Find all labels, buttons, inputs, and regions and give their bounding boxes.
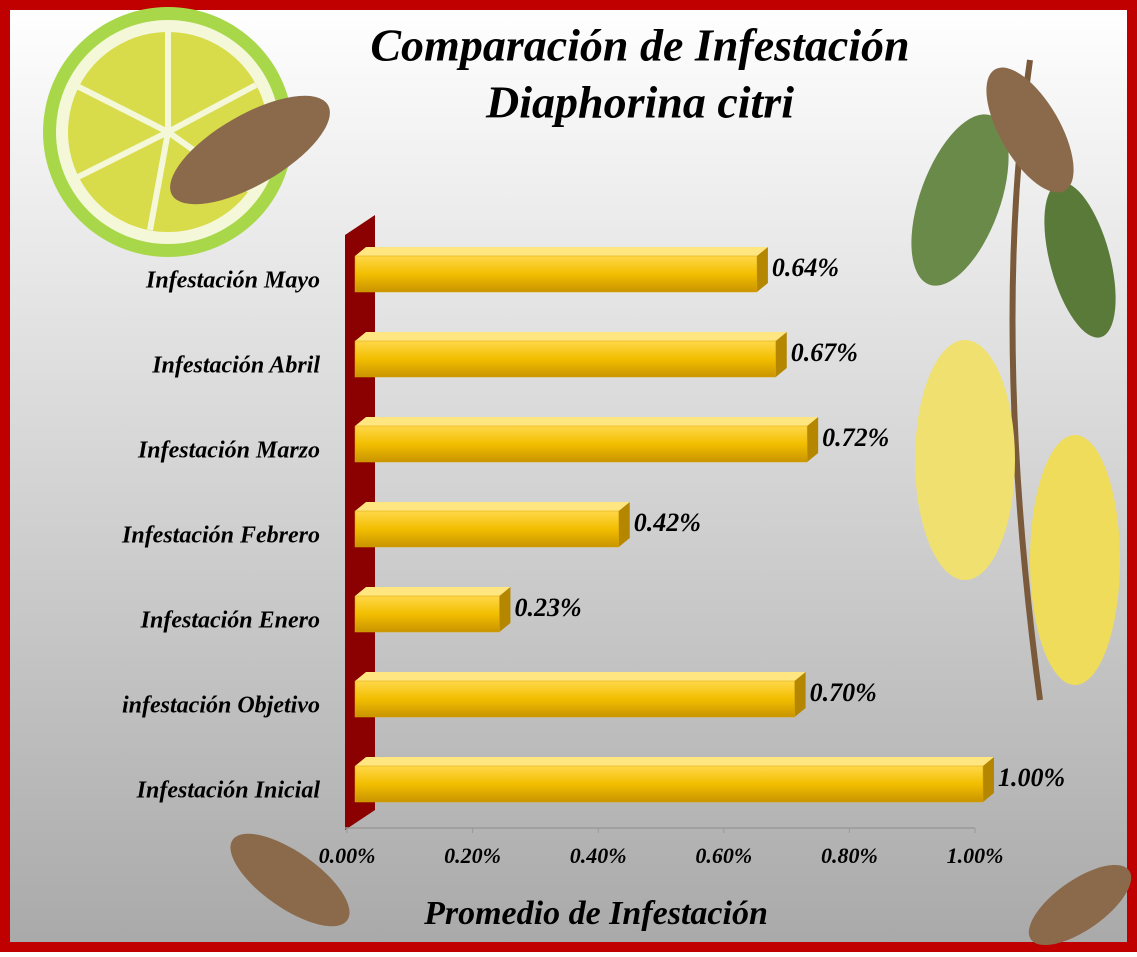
bar bbox=[354, 595, 500, 633]
bar bbox=[354, 425, 808, 463]
lemon-slice bbox=[43, 7, 330, 257]
x-tick-label: 1.00% bbox=[947, 843, 1004, 868]
lemon-branch bbox=[911, 59, 1120, 701]
bar bbox=[354, 765, 984, 803]
y-tick-label: Infestación Mayo bbox=[145, 268, 320, 294]
bar-top bbox=[355, 672, 806, 681]
chart-title: Diaphorina citri bbox=[485, 77, 794, 128]
y-tick-label: infestación Objetivo bbox=[122, 693, 320, 719]
bar-side bbox=[618, 502, 630, 547]
x-tick-label: 0.60% bbox=[695, 843, 752, 868]
bar bbox=[354, 680, 795, 718]
value-label: 1.00% bbox=[998, 763, 1065, 792]
bar-side bbox=[775, 332, 787, 377]
insect bbox=[230, 833, 1132, 946]
value-label: 0.70% bbox=[810, 678, 877, 707]
x-tick-label: 0.20% bbox=[444, 843, 501, 868]
value-label: 0.64% bbox=[772, 253, 839, 282]
bar-top bbox=[355, 332, 787, 341]
y-tick-label: Infestación Enero bbox=[140, 608, 320, 634]
value-label: 0.23% bbox=[514, 593, 581, 622]
bar-side bbox=[807, 417, 819, 462]
bar-side bbox=[499, 587, 511, 632]
y-tick-label: Infestación Abril bbox=[151, 353, 320, 379]
y-tick-label: Infestación Febrero bbox=[121, 523, 320, 549]
bar-top bbox=[355, 757, 994, 766]
bar bbox=[354, 255, 758, 293]
bar-top bbox=[355, 247, 768, 256]
y-tick-label: Infestación Inicial bbox=[136, 778, 321, 804]
bar-top bbox=[355, 417, 819, 426]
bar-top bbox=[355, 587, 511, 596]
value-label: 0.72% bbox=[822, 423, 889, 452]
value-label: 0.67% bbox=[791, 338, 858, 367]
x-tick-label: 0.00% bbox=[319, 843, 376, 868]
value-label: 0.42% bbox=[634, 508, 701, 537]
x-tick-label: 0.40% bbox=[570, 843, 627, 868]
bar-side bbox=[756, 247, 768, 292]
x-axis-title: Promedio de Infestación bbox=[423, 895, 768, 932]
bar bbox=[354, 510, 620, 548]
bar-side bbox=[794, 672, 806, 717]
bar-top bbox=[355, 502, 630, 511]
x-tick-label: 0.80% bbox=[821, 843, 878, 868]
chart-title: Comparación de Infestación bbox=[370, 20, 909, 71]
bar bbox=[354, 340, 777, 378]
y-tick-label: Infestación Marzo bbox=[137, 438, 320, 464]
bar-side bbox=[983, 757, 994, 802]
